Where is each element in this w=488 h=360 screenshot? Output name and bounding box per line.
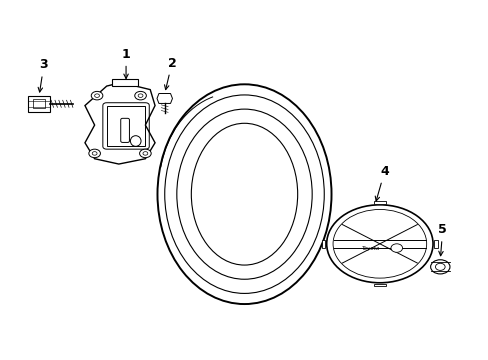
Text: 5: 5 (437, 223, 446, 256)
Circle shape (390, 244, 402, 252)
Polygon shape (321, 239, 325, 248)
Text: 2: 2 (164, 57, 176, 90)
Polygon shape (85, 82, 155, 164)
Circle shape (91, 91, 102, 100)
FancyBboxPatch shape (28, 96, 50, 112)
Ellipse shape (177, 109, 311, 279)
Text: 4: 4 (374, 165, 388, 201)
Polygon shape (157, 94, 172, 103)
Text: 1: 1 (122, 48, 130, 78)
Circle shape (430, 260, 449, 274)
Circle shape (135, 91, 146, 100)
Text: Toyota: Toyota (361, 246, 380, 251)
Polygon shape (434, 239, 437, 248)
Polygon shape (111, 79, 138, 86)
Polygon shape (373, 201, 385, 204)
Circle shape (326, 205, 432, 283)
Ellipse shape (157, 84, 331, 304)
Polygon shape (373, 284, 385, 286)
Text: 3: 3 (38, 58, 48, 92)
Circle shape (139, 149, 151, 158)
Circle shape (89, 149, 100, 158)
Ellipse shape (191, 123, 297, 265)
